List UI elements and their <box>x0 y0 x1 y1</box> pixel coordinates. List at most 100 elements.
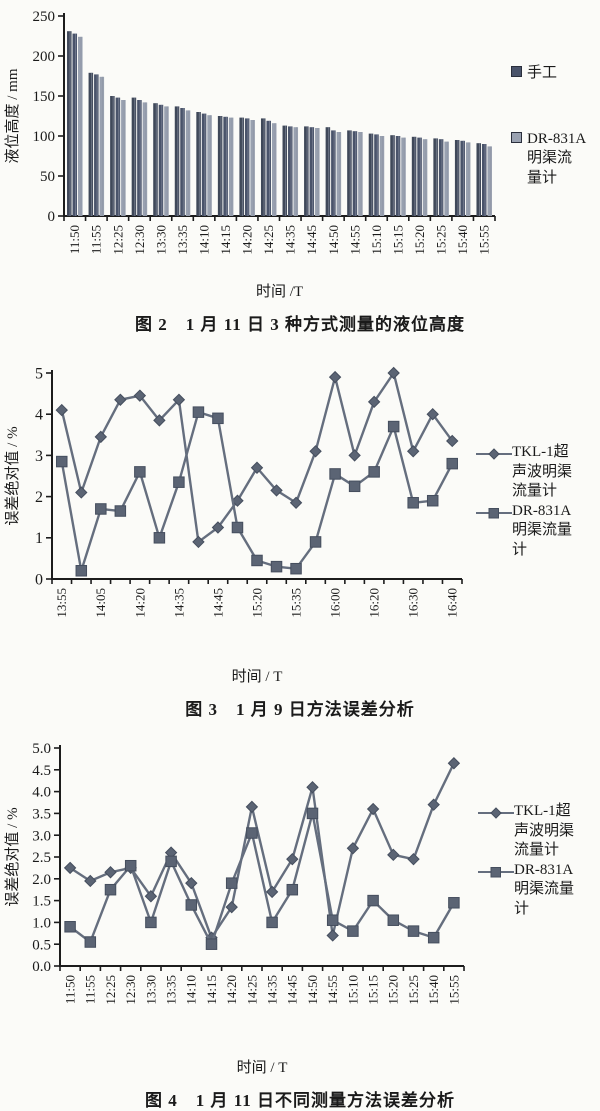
square-marker <box>165 855 177 868</box>
bar <box>110 96 115 216</box>
x-tick-label: 12:25 <box>103 975 118 1005</box>
x-tick-label: 11:50 <box>63 975 78 1004</box>
square-marker <box>114 505 127 517</box>
legend-label: 手工 <box>527 64 557 84</box>
square-marker <box>367 894 379 907</box>
legend-label-line: 流量计 <box>514 842 560 858</box>
square-marker <box>348 480 361 493</box>
bar <box>309 127 315 216</box>
bar <box>121 100 126 216</box>
y-tick-label: 250 <box>33 9 56 25</box>
x-tick-label: 15:35 <box>288 588 303 618</box>
square-marker <box>84 936 97 948</box>
bar <box>217 116 223 216</box>
x-tick-label: 14:10 <box>184 975 199 1005</box>
legend-label-line: DR-831A <box>512 502 572 519</box>
y-tick-label: 1.0 <box>32 916 51 932</box>
bar <box>390 135 395 216</box>
bar <box>460 140 465 216</box>
bar <box>180 108 185 216</box>
bar <box>131 97 137 216</box>
legend-entry: DR-831A 明渠流量计 <box>511 130 586 189</box>
bar-highlight-stripe <box>392 135 394 216</box>
square-marker <box>426 494 439 507</box>
bar-highlight-stripe <box>414 136 416 216</box>
x-tick-label: 14:35 <box>171 588 186 618</box>
diamond-marker <box>153 414 166 427</box>
diamond-marker <box>309 445 322 458</box>
diamond-marker <box>407 852 420 866</box>
bar-highlight-stripe <box>182 108 184 216</box>
legend-square-line-icon <box>478 866 514 877</box>
x-tick-label: 15:40 <box>455 225 470 255</box>
x-tick-label: 13:30 <box>153 225 168 255</box>
legend-label-line: TKL-1超 <box>514 803 571 819</box>
bar-highlight-stripe <box>425 139 427 216</box>
x-tick-label: 13:35 <box>175 225 190 255</box>
square-marker <box>246 827 258 839</box>
diamond-marker <box>286 852 299 866</box>
square-marker <box>368 466 380 478</box>
legend-entry: DR-831A 明渠流量计 <box>478 861 574 920</box>
diamond-marker <box>490 807 502 819</box>
square-marker <box>448 897 460 909</box>
y-tick-label: 5 <box>35 365 43 382</box>
bar-highlight-stripe <box>306 126 308 216</box>
bar-highlight-stripe <box>75 33 77 216</box>
square-marker <box>266 916 278 929</box>
x-tick-label: 11:50 <box>67 225 82 254</box>
bar <box>481 144 487 216</box>
bar <box>374 134 379 216</box>
bar <box>417 137 422 216</box>
bar-highlight-stripe <box>134 97 136 216</box>
bar-highlight-stripe <box>96 74 98 217</box>
bar-highlight-stripe <box>478 143 481 216</box>
y-tick-label: 0 <box>48 209 56 225</box>
diamond-marker <box>231 494 244 507</box>
bar-highlight-stripe <box>317 128 319 216</box>
diamond-marker <box>426 407 439 421</box>
bar <box>454 140 460 216</box>
bar <box>185 110 191 216</box>
diamond-marker <box>447 757 461 770</box>
y-tick-label: 3 <box>35 448 43 465</box>
x-tick-label: 13:55 <box>54 588 69 618</box>
x-tick-label: 16:30 <box>406 588 421 618</box>
bar-highlight-stripe <box>102 76 104 216</box>
bar-highlight-stripe <box>177 106 179 216</box>
x-axis-title: 时间 /T <box>256 283 303 300</box>
diamond-marker <box>446 434 459 448</box>
legend-square-line-icon <box>476 507 512 518</box>
y-tick-label: 50 <box>40 169 55 185</box>
bar <box>207 115 212 216</box>
bar-highlight-stripe <box>161 104 163 216</box>
square-marker <box>407 497 419 509</box>
x-tick-label: 16:20 <box>367 588 382 618</box>
bar-highlight-stripe <box>263 118 265 216</box>
diamond-marker <box>211 521 225 534</box>
square-marker <box>75 565 88 577</box>
x-tick-label: 14:50 <box>326 225 341 255</box>
bar <box>401 137 406 216</box>
bar-highlight-stripe <box>398 136 400 216</box>
diamond-marker <box>75 486 88 499</box>
error-line-chart-jan11: 0.0 0.5 1.0 1.5 2.0 2.5 3.0 3.5 4.0 4.5 5.0 误差绝对值 /… <box>4 741 465 1076</box>
x-tick-label: 14:20 <box>224 975 239 1005</box>
figure-3-caption: 图 3 1 月 9 日方法误差分析 <box>185 700 415 719</box>
bar-highlight-stripe <box>419 137 421 216</box>
diamond-marker <box>270 484 283 497</box>
bar <box>174 106 180 216</box>
figure-2-legend: 手工 DR-831A 明渠流 量计 <box>511 6 586 188</box>
diamond-marker <box>367 395 381 409</box>
square-marker <box>309 536 322 548</box>
legend-label-line: 明渠流量 <box>512 522 573 538</box>
square-marker <box>286 883 299 896</box>
x-tick-label: 15:15 <box>390 225 405 255</box>
y-axis-title: 误差绝对值 / % <box>4 807 21 906</box>
bar <box>476 143 481 216</box>
square-marker <box>347 925 359 937</box>
legend-entry: TKL-1超 声波明渠 流量计 <box>476 443 572 502</box>
figure-2-chart-row: 0 50 100 150 200 250 液位高度 / mm 11:50 11:55 12:25 1… <box>2 6 598 306</box>
diamond-marker <box>348 449 361 462</box>
diamond-marker <box>114 393 127 406</box>
